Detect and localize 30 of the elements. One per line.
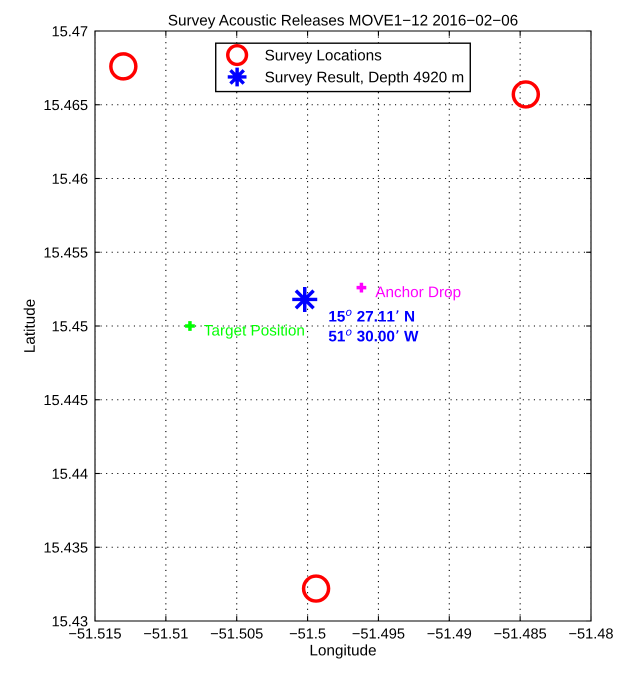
y-tick-label: 15.47 <box>52 26 88 36</box>
y-tick-label: 15.46 <box>52 174 88 184</box>
x-tick-label: −51.515 <box>69 628 121 639</box>
annotation: 15$^{o}$ 27.11’ N 51$^{o}$ 30.00’ W <box>328 310 418 342</box>
point <box>109 52 138 81</box>
y-tick-label: 15.435 <box>44 542 88 553</box>
legend-label: Survey Result, Depth 4920 m <box>265 71 464 86</box>
x-tick-label: −51.485 <box>494 628 546 639</box>
y-tick-label: 15.43 <box>52 616 88 626</box>
legend-label: Survey Locations <box>265 49 382 64</box>
annotation: Anchor Drop <box>375 286 460 300</box>
x-tick-label: −51.49 <box>428 628 472 639</box>
point <box>354 281 368 294</box>
annotation: Target Position <box>204 324 304 339</box>
point <box>512 80 540 109</box>
x-tick-label: −51.5 <box>290 628 326 639</box>
x-tick-label: −51.48 <box>569 628 613 639</box>
chart-title: Survey Acoustic Releases MOVE1−12 2016−02−06 <box>168 14 518 29</box>
point <box>183 319 197 333</box>
x-tick-label: −51.505 <box>210 628 263 639</box>
y-tick-label: 15.44 <box>52 468 88 479</box>
point <box>302 574 330 603</box>
x-axis-title: Longitude <box>310 644 376 659</box>
y-axis-title: Latitude <box>24 299 35 352</box>
y-tick-label: 15.465 <box>44 100 88 110</box>
x-tick-label: −51.51 <box>144 628 188 639</box>
x-tick-label: −51.495 <box>352 628 404 639</box>
y-tick-label: 15.45 <box>52 321 88 332</box>
y-tick-label: 15.455 <box>44 248 88 258</box>
y-tick-label: 15.445 <box>44 395 88 406</box>
